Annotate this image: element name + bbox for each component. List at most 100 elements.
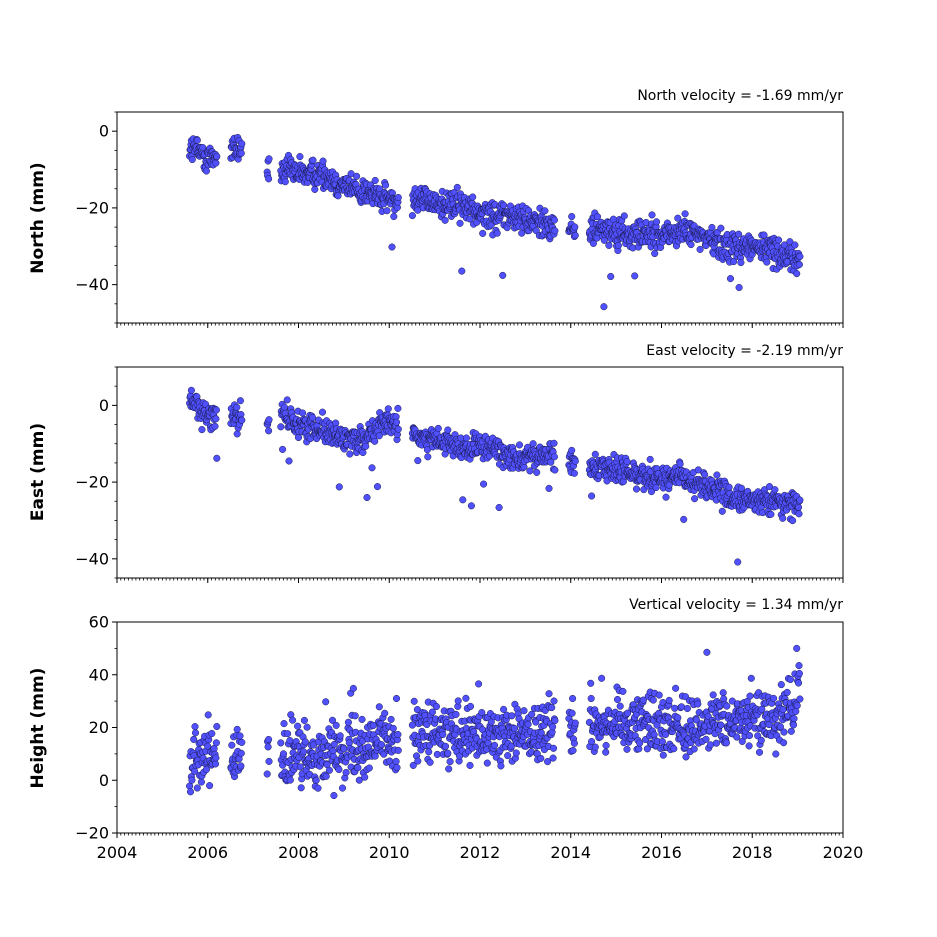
data-point [458,267,466,275]
data-point [772,750,780,758]
data-point [672,684,680,692]
data-point [349,684,357,692]
east-scatter-points [186,386,804,566]
data-point [568,446,576,454]
data-point [265,416,273,424]
data-point [358,715,366,723]
data-point [497,762,505,770]
data-point [312,776,320,784]
data-point [719,689,727,697]
data-point [735,283,743,292]
data-point [284,730,292,738]
data-point [662,493,670,501]
y-tick-label: 60 [89,613,109,632]
data-point [550,439,558,447]
data-point [796,252,804,261]
data-point [570,469,578,477]
y-tick-label: 40 [89,665,109,684]
data-point [414,757,422,765]
y-tick-label: −20 [75,824,109,843]
data-point [605,241,613,249]
data-point [495,503,503,512]
data-point [332,721,340,729]
data-point [462,694,470,702]
data-point [571,457,579,465]
data-point [236,397,244,405]
data-point [394,404,402,412]
data-point [745,742,753,750]
data-point [795,662,803,670]
data-point [793,702,801,710]
data-point [794,503,803,511]
data-point [434,424,442,432]
data-point [285,457,293,465]
data-point [529,440,537,448]
y-tick-label: −40 [75,549,109,568]
data-point [760,231,768,239]
data-point [791,241,799,249]
height-scatter-points [186,644,804,800]
data-point [518,229,526,237]
data-point [265,757,273,765]
x-tick-label: 2018 [732,843,773,862]
data-point [362,442,370,450]
data-point [651,249,659,258]
data-point [191,723,199,731]
y-tick-label: −40 [75,275,109,294]
data-point [607,272,615,281]
data-point [322,772,330,780]
y-tick-label: 0 [99,396,109,415]
data-point [499,271,507,279]
data-point [346,450,354,458]
data-point [265,155,273,163]
data-point [767,510,775,518]
data-point [213,152,221,160]
data-point [636,739,644,747]
data-point [238,140,246,148]
data-point [723,702,731,710]
data-point [512,749,520,757]
data-point [646,455,654,463]
data-point [426,758,434,766]
data-point [691,495,699,503]
data-point [280,403,288,411]
data-point [779,705,787,714]
data-point [587,679,595,687]
north-axes: 0 −20 −40 [75,111,844,328]
data-point [264,743,272,751]
data-point [674,214,682,222]
data-point [381,709,389,717]
data-point [314,784,322,792]
data-point [550,216,558,224]
data-point [309,414,317,422]
y-tick-label: 20 [89,718,109,737]
data-point [410,697,418,705]
data-point [795,260,803,269]
data-point [233,430,241,438]
data-point [708,223,716,232]
data-point [790,715,798,723]
panel-north: North velocity = -1.69 mm/yr North (mm) … [28,88,844,328]
data-point [533,468,541,476]
data-point [681,210,689,218]
data-point [213,454,221,462]
data-point [394,193,402,202]
data-point [674,714,682,722]
data-point [649,696,657,704]
data-point [361,773,369,781]
data-point [299,748,308,756]
data-point [202,167,210,175]
data-point [662,730,670,739]
data-point [297,784,305,792]
data-point [279,750,288,758]
data-point [368,464,376,472]
data-point [281,178,289,186]
data-point [717,224,725,232]
data-point [354,764,362,772]
data-point [755,748,764,756]
data-point [299,409,307,417]
data-point [336,732,344,740]
data-point [265,735,273,744]
data-point [212,754,220,762]
data-point [493,229,501,237]
